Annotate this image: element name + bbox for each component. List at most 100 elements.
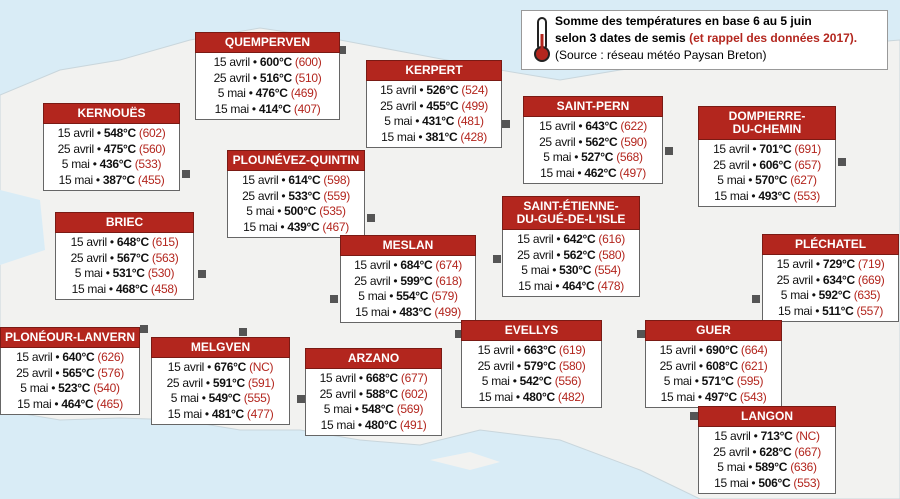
separator: •: [555, 278, 560, 293]
reference-2017: (553): [793, 475, 820, 490]
value-row: 25 avril • 562°C (580): [505, 248, 637, 264]
reference-2017: (554): [594, 263, 621, 277]
sowing-date: 15 mai: [167, 406, 203, 421]
reference-2017: (719): [857, 257, 885, 271]
value-row: 25 avril • 455°C (499): [369, 99, 499, 115]
sowing-date: 15 mai: [660, 389, 696, 404]
sowing-date: 25 avril: [517, 247, 554, 262]
reference-2017: (491): [399, 417, 427, 432]
station-card: MESLAN 15 avril • 684°C (674) 25 avril • 5…: [340, 235, 476, 323]
sowing-date: 15 mai: [381, 129, 416, 144]
temperature-sum: 476°C: [255, 86, 288, 100]
value-row: 25 avril • 565°C (576): [3, 366, 137, 382]
station-card: PLÉCHATEL 15 avril • 729°C (719) 25 avril …: [762, 234, 899, 322]
station-values: 15 avril • 643°C (622) 25 avril • 562°C (…: [523, 117, 663, 184]
sowing-date: 5 mai: [246, 204, 275, 218]
separator: •: [512, 374, 517, 388]
station-name: LANGON: [698, 406, 836, 427]
separator: •: [55, 350, 60, 364]
station-values: 15 avril • 663°C (619) 25 avril • 579°C (…: [461, 341, 602, 408]
temperature-sum: 571°C: [701, 374, 734, 388]
station-values: 15 avril • 600°C (600) 25 avril • 516°C (…: [195, 53, 340, 120]
station-name: MELGVEN: [151, 337, 290, 358]
reference-2017: (569): [396, 402, 424, 416]
station-values: 15 avril • 548°C (602) 25 avril • 475°C (…: [43, 124, 180, 191]
value-row: 15 mai • 387°C (455): [46, 173, 177, 189]
separator: •: [252, 55, 257, 69]
reference-2017: (600): [294, 55, 322, 69]
separator: •: [752, 157, 757, 172]
reference-2017: (657): [794, 157, 821, 172]
sowing-date: 25 avril: [713, 157, 750, 172]
value-row: 15 avril • 729°C (719): [765, 257, 896, 273]
reference-2017: (580): [598, 247, 625, 262]
station-name: GUER: [645, 320, 782, 341]
separator: •: [392, 304, 397, 319]
separator: •: [418, 129, 423, 144]
station-name: SAINT-PERN: [523, 96, 663, 117]
reference-2017: (NC): [249, 360, 274, 374]
separator: •: [751, 475, 756, 490]
location-marker: [140, 325, 148, 333]
reference-2017: (616): [598, 232, 625, 246]
station-name: PLOUNÉVEZ-QUINTIN: [227, 150, 365, 171]
reference-2017: (591): [247, 375, 275, 390]
station-values: 15 avril • 684°C (674) 25 avril • 599°C (…: [340, 256, 476, 323]
separator: •: [415, 114, 420, 128]
value-row: 25 avril • 606°C (657): [701, 158, 833, 174]
temperature-sum: 530°C: [559, 263, 592, 277]
value-row: 5 mai • 530°C (554): [505, 263, 637, 279]
reference-2017: (455): [137, 172, 165, 187]
temperature-sum: 614°C: [288, 173, 321, 187]
reference-2017: (555): [243, 391, 271, 405]
sowing-date: 15 mai: [214, 101, 250, 116]
value-row: 25 avril • 628°C (667): [701, 445, 833, 461]
location-marker: [493, 255, 501, 263]
sowing-date: 15 mai: [355, 304, 390, 319]
temperature-sum: 480°C: [364, 417, 397, 432]
separator: •: [55, 365, 60, 380]
separator: •: [280, 219, 285, 234]
value-row: 5 mai • 589°C (636): [701, 460, 833, 476]
sowing-date: 25 avril: [380, 98, 417, 113]
separator: •: [248, 86, 253, 100]
station-card: PLONÉOUR-LANVERN 15 avril • 640°C (626) 25…: [0, 327, 140, 415]
sowing-date: 25 avril: [776, 272, 814, 287]
location-marker: [338, 46, 346, 54]
temperature-sum: 591°C: [212, 375, 245, 390]
value-row: 15 avril • 701°C (691): [701, 142, 833, 158]
sowing-date: 5 mai: [170, 391, 199, 405]
temperature-sum: 527°C: [581, 150, 614, 164]
location-marker: [239, 328, 247, 336]
sowing-date: 15 mai: [540, 165, 575, 180]
separator: •: [698, 343, 703, 357]
value-row: 5 mai • 571°C (595): [648, 374, 779, 390]
sowing-date: 5 mai: [61, 157, 90, 171]
temperature-sum: 562°C: [585, 134, 618, 149]
separator: •: [556, 247, 561, 262]
legend-source: (Source : réseau météo Paysan Breton): [555, 48, 767, 62]
separator: •: [578, 119, 583, 133]
reference-2017: (524): [461, 83, 488, 97]
separator: •: [54, 396, 59, 411]
station-name: BRIEC: [55, 212, 194, 233]
separator: •: [752, 142, 757, 156]
value-row: 25 avril • 579°C (580): [464, 359, 599, 375]
temperature-sum: 493°C: [758, 188, 791, 203]
reference-2017: (482): [557, 389, 585, 404]
sowing-date: 15 avril: [354, 258, 391, 272]
value-row: 5 mai • 476°C (469): [198, 86, 337, 102]
separator: •: [252, 70, 257, 85]
temperature-sum: 548°C: [103, 126, 136, 140]
separator: •: [393, 273, 398, 288]
location-marker: [637, 330, 645, 338]
reference-2017: (458): [150, 281, 178, 296]
reference-2017: (619): [558, 343, 586, 357]
temperature-sum: 690°C: [705, 343, 738, 357]
location-marker: [752, 295, 760, 303]
sowing-date: 25 avril: [539, 134, 576, 149]
temperature-sum: 570°C: [755, 173, 788, 187]
sowing-date: 5 mai: [717, 173, 746, 187]
separator: •: [516, 343, 521, 357]
